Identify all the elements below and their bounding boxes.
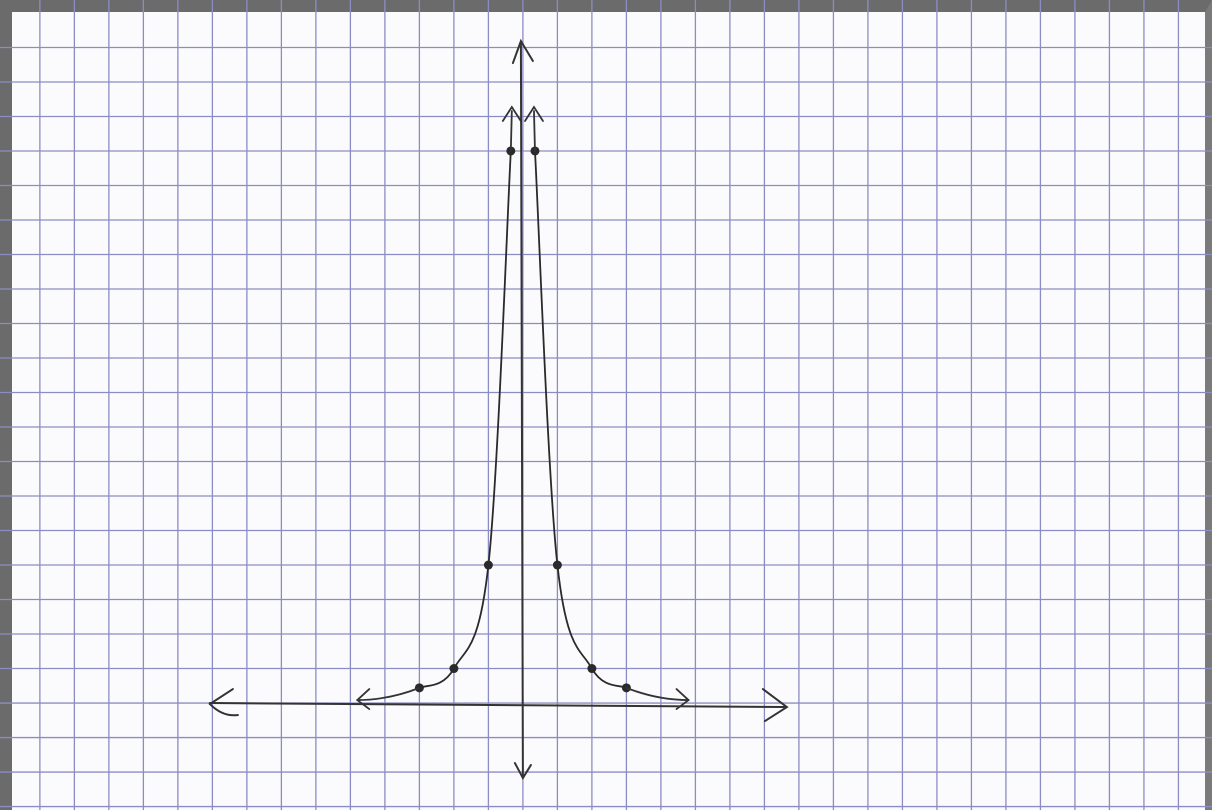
curve	[535, 151, 626, 688]
graph-paper	[0, 0, 1212, 810]
x-axis-arrow	[763, 689, 787, 721]
page: (() => { const data = JSON.parse(documen…	[0, 0, 1212, 810]
curve-extension	[357, 688, 419, 700]
point	[484, 561, 493, 570]
curve-extension	[511, 111, 512, 151]
curve-extension	[534, 111, 535, 151]
point	[587, 664, 596, 673]
curve	[419, 151, 510, 688]
point	[449, 664, 458, 673]
chart	[0, 0, 1212, 810]
curve-extension	[626, 688, 688, 700]
point	[553, 561, 562, 570]
